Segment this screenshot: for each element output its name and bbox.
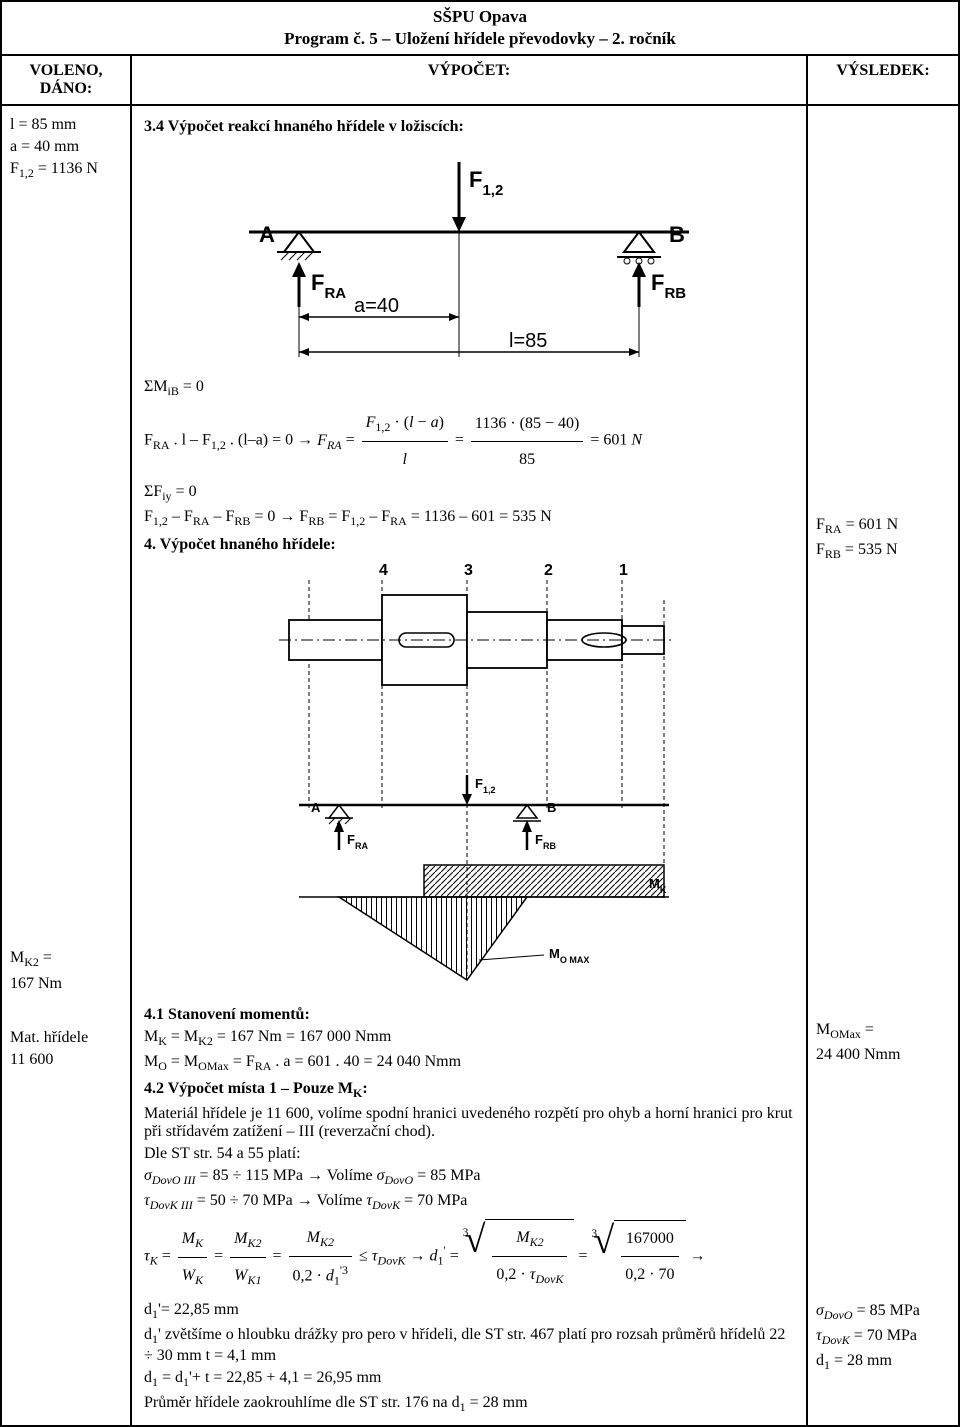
svg-text:B: B bbox=[547, 800, 556, 815]
sec42-d1: d1 = d1'+ t = 22,85 + 4,1 = 26,95 mm bbox=[144, 1369, 794, 1390]
bending-diagram: MO MAX bbox=[339, 897, 589, 980]
sec42-tau: τDovK III = 50 ÷ 70 MPa → Volíme τDovK =… bbox=[144, 1192, 794, 1213]
page-header: SŠPU Opava Program č. 5 – Uložení hřídel… bbox=[2, 2, 958, 56]
force-frb-icon bbox=[632, 262, 646, 307]
sec42-p2: Dle ST str. 54 a 55 platí: bbox=[144, 1145, 794, 1163]
num3: 3 bbox=[464, 562, 473, 579]
sec41-l2: MO = MOMax = FRA . a = 601 . 40 = 24 040… bbox=[144, 1053, 794, 1074]
num4: 4 bbox=[379, 562, 388, 579]
res-tau: τDovK = 70 MPa bbox=[816, 1327, 950, 1348]
calc-column: 3.4 Výpočet reakcí hnaného hřídele v lož… bbox=[132, 106, 808, 1425]
sec42-title: 4.2 Výpočet místa 1 – Pouze MK: bbox=[144, 1080, 794, 1101]
torque-diagram: MK bbox=[299, 865, 669, 897]
given-F12: F1,2 = 1136 N bbox=[10, 160, 122, 181]
eq-FRA-solve: FRA . l – F1,2 . (l–a) = 0 → FRA = F1,2 … bbox=[144, 405, 794, 477]
col-header-left: VOLENO, DÁNO: bbox=[2, 56, 132, 106]
label-A: A bbox=[259, 222, 275, 247]
num2: 2 bbox=[544, 562, 553, 579]
eq-sumFiy: ΣFiy = 0 bbox=[144, 483, 794, 504]
col-header-mid: VÝPOČET: bbox=[132, 56, 808, 106]
sec42-p1: Materiál hřídele je 11 600, volíme spodn… bbox=[144, 1105, 794, 1141]
label-FRA: FRA bbox=[311, 270, 346, 302]
sec41-l1: MK = MK2 = 167 Nm = 167 000 Nmm bbox=[144, 1028, 794, 1049]
res-FRA: FRA = 601 N bbox=[816, 516, 950, 537]
given-l: l = 85 mm bbox=[10, 116, 122, 134]
res-d1: d1 = 28 mm bbox=[816, 1352, 950, 1373]
support-a-icon bbox=[277, 232, 321, 260]
svg-text:MO MAX: MO MAX bbox=[549, 946, 589, 965]
sec42-tauK-eq: τK = MKWK = MK2WK1 = MK20,2 · d1'3 ≤ τDo… bbox=[144, 1219, 794, 1294]
content-row: l = 85 mm a = 40 mm F1,2 = 1136 N MK2 = … bbox=[2, 106, 958, 1425]
given-a: a = 40 mm bbox=[10, 138, 122, 156]
label-FRB: FRB bbox=[651, 270, 686, 302]
sec34-title: 3.4 Výpočet reakcí hnaného hřídele v lož… bbox=[144, 118, 794, 136]
shaft-diagram: 4 3 2 1 bbox=[249, 560, 689, 1000]
sec42-sigma: σDovO III = 85 ÷ 115 MPa → Volíme σDovO … bbox=[144, 1167, 794, 1188]
dimension-l bbox=[299, 307, 639, 357]
label-l: l=85 bbox=[509, 330, 547, 352]
res-MOMax-val: 24 400 Nmm bbox=[816, 1046, 950, 1064]
sec42-p3: d1' zvětšíme o hloubku drážky pro pero v… bbox=[144, 1326, 794, 1365]
label-B: B bbox=[669, 222, 685, 247]
eq-FRB-solve: F1,2 – FRA – FRB = 0 → FRB = F1,2 – FRA … bbox=[144, 508, 794, 529]
given-column: l = 85 mm a = 40 mm F1,2 = 1136 N MK2 = … bbox=[2, 106, 132, 1425]
label-F12: F1,2 bbox=[469, 167, 503, 199]
svg-text:FRB: FRB bbox=[535, 832, 556, 851]
header-row: VOLENO, DÁNO: VÝPOČET: VÝSLEDEK: bbox=[2, 56, 958, 106]
program-name: Program č. 5 – Uložení hřídele převodovk… bbox=[10, 28, 950, 50]
eq-sumMiB: ΣMiB = 0 bbox=[144, 378, 794, 399]
given-mat-label: Mat. hřídele bbox=[10, 1029, 122, 1047]
sec42-d1p: d1'= 22,85 mm bbox=[144, 1301, 794, 1322]
given-mat-val: 11 600 bbox=[10, 1051, 122, 1069]
beam-diagram: A B F1,2 bbox=[239, 142, 699, 372]
svg-text:A: A bbox=[311, 800, 321, 815]
res-sigma: σDovO = 85 MPa bbox=[816, 1302, 950, 1323]
res-MOMax: MOMax = bbox=[816, 1021, 950, 1042]
given-MK2: MK2 = bbox=[10, 949, 122, 970]
mini-beam: A B F1,2 FRA FRB bbox=[299, 775, 669, 851]
support-b-icon bbox=[617, 232, 661, 264]
svg-text:F1,2: F1,2 bbox=[475, 776, 495, 795]
res-FRB: FRB = 535 N bbox=[816, 541, 950, 562]
num1: 1 bbox=[619, 562, 628, 579]
force-fra-icon bbox=[292, 262, 306, 307]
force-f12-icon bbox=[452, 162, 466, 232]
sec41-title: 4.1 Stanovení momentů: bbox=[144, 1006, 794, 1024]
page-container: SŠPU Opava Program č. 5 – Uložení hřídel… bbox=[0, 0, 960, 1427]
svg-text:FRA: FRA bbox=[347, 832, 368, 851]
sec42-p4: Průměr hřídele zaokrouhlíme dle ST str. … bbox=[144, 1394, 794, 1415]
col-header-right: VÝSLEDEK: bbox=[808, 56, 958, 106]
label-a: a=40 bbox=[354, 295, 399, 317]
school-name: SŠPU Opava bbox=[10, 6, 950, 28]
given-MK2-val: 167 Nm bbox=[10, 975, 122, 993]
result-column: FRA = 601 N FRB = 535 N MOMax = 24 400 N… bbox=[808, 106, 958, 1425]
sec4-title: 4. Výpočet hnaného hřídele: bbox=[144, 536, 794, 554]
